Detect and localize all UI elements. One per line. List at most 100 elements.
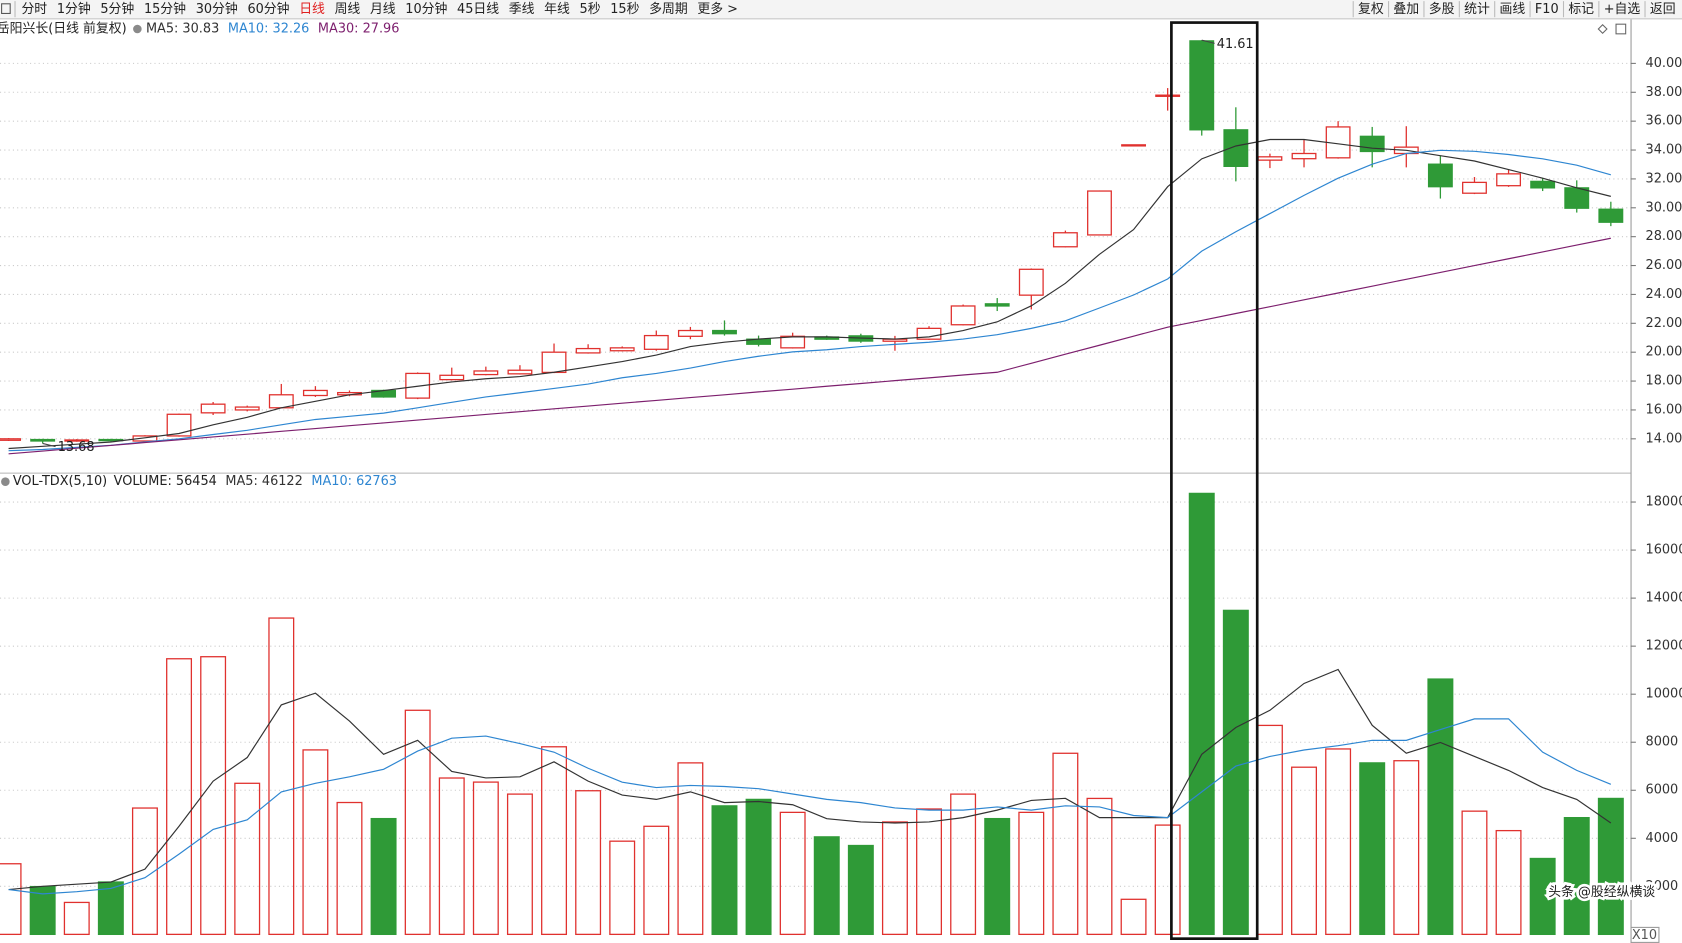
panel-menu-icon[interactable] — [1, 477, 10, 486]
ma-line — [8, 237, 1611, 455]
volume-bar — [609, 840, 636, 936]
period-tab[interactable]: 周线 — [335, 2, 361, 17]
volume-bar — [438, 777, 465, 936]
period-tab[interactable]: 日线 — [299, 2, 325, 17]
candle-body — [1427, 163, 1453, 188]
window-icon[interactable] — [1, 3, 11, 14]
y-tick-label: 10000 — [1646, 687, 1682, 702]
period-tab[interactable]: 15分钟 — [144, 1, 186, 17]
candle-body — [916, 327, 942, 340]
volume-bar — [1563, 816, 1590, 936]
volume-bar — [472, 781, 499, 936]
volume-bar — [166, 658, 193, 936]
volume-bar — [1427, 678, 1454, 936]
candle-body — [507, 369, 533, 375]
volume-bar — [1154, 824, 1181, 936]
ma-line — [8, 138, 1611, 450]
tool-button[interactable]: F10 — [1535, 2, 1559, 17]
candle-body — [1087, 190, 1112, 236]
volume-bar — [1461, 810, 1488, 936]
panel-toggle-icon[interactable] — [1615, 23, 1627, 35]
period-tab[interactable]: 60分钟 — [247, 1, 289, 17]
y-tick-label: 24.00 — [1646, 287, 1682, 302]
legend-entry: MA5: 30.83 — [146, 22, 219, 37]
candle-body — [1291, 152, 1317, 160]
tool-button[interactable]: 标记 — [1568, 2, 1594, 17]
period-tab[interactable]: 季线 — [509, 2, 535, 17]
candle-body — [1530, 180, 1556, 189]
legend-entry: MA5: 46122 — [225, 474, 302, 489]
legend-entry: MA10: 62763 — [311, 474, 397, 489]
volume-bar — [370, 817, 397, 936]
period-tab[interactable]: 多周期 — [649, 2, 688, 17]
volume-bar — [234, 782, 261, 936]
candle-body — [1155, 94, 1181, 97]
candle-body — [200, 403, 226, 414]
volume-bar — [404, 709, 431, 936]
volume-bar — [97, 881, 124, 936]
candle-body — [132, 435, 158, 442]
period-tab[interactable]: 5分钟 — [100, 1, 134, 17]
panel-menu-icon[interactable] — [133, 24, 142, 34]
annotation-label: 13.68 — [58, 440, 95, 455]
period-tab[interactable]: 1分钟 — [57, 1, 91, 17]
candle-body — [575, 347, 601, 354]
period-tab[interactable]: 15秒 — [610, 2, 639, 17]
volume-bar — [1086, 797, 1113, 936]
volume-bar — [984, 817, 1011, 936]
y-tick-label: 2000 — [1646, 879, 1679, 894]
candle-body — [1598, 208, 1624, 223]
period-tab[interactable]: 分时 — [21, 2, 47, 17]
period-tab[interactable]: 5秒 — [580, 2, 601, 17]
panel-title: 岳阳兴长(日线 前复权) — [0, 21, 127, 37]
volume-bar — [1359, 762, 1386, 936]
y-tick-label: 34.00 — [1646, 143, 1682, 158]
volume-bar — [1018, 811, 1045, 936]
legend-entry: MA30: 27.96 — [318, 22, 400, 37]
draw-tool-icon[interactable] — [1597, 23, 1608, 35]
y-tick-label: 22.00 — [1646, 316, 1682, 331]
volume-bar — [745, 798, 772, 936]
volume-bar — [29, 885, 56, 936]
y-tick-label: 38.00 — [1646, 85, 1682, 100]
candle-body — [541, 351, 567, 374]
volume-bar — [506, 793, 533, 936]
y-tick-label: 30.00 — [1646, 200, 1682, 215]
annotation-pointer — [42, 442, 56, 448]
tool-button[interactable]: 复权 — [1358, 1, 1384, 17]
highlight-box — [1170, 21, 1259, 941]
volume-bar — [847, 844, 874, 936]
tool-button[interactable]: 叠加 — [1393, 2, 1419, 17]
tool-button[interactable]: 画线 — [1500, 2, 1526, 17]
axis-note-box — [1630, 926, 1660, 943]
period-tab[interactable]: 月线 — [370, 2, 396, 17]
candle-body — [780, 335, 806, 349]
period-tab[interactable]: 45日线 — [457, 2, 499, 17]
y-tick-label: 18000 — [1646, 495, 1682, 510]
candle-body — [1257, 156, 1283, 161]
period-tab[interactable]: 更多 > — [697, 2, 738, 17]
period-tab[interactable]: 30分钟 — [196, 1, 238, 17]
y-tick-label: 14.00 — [1646, 431, 1682, 446]
tool-button[interactable]: 返回 — [1650, 2, 1676, 17]
volume-bar — [950, 793, 977, 936]
tool-button[interactable]: 多股 — [1429, 2, 1455, 17]
tool-button[interactable]: +自选 — [1604, 2, 1641, 17]
candle-body — [302, 389, 328, 397]
volume-bar — [1529, 857, 1556, 936]
period-tab[interactable]: 10分钟 — [405, 1, 447, 17]
candle-body — [1564, 187, 1590, 209]
candle-body — [0, 438, 22, 441]
period-tab[interactable]: 年线 — [544, 2, 570, 17]
y-tick-label: 18.00 — [1646, 374, 1682, 389]
tool-button[interactable]: 统计 — [1464, 2, 1490, 17]
y-tick-label: 12000 — [1646, 639, 1682, 654]
candle-body — [234, 406, 260, 411]
y-tick-label: 26.00 — [1646, 258, 1682, 273]
candle-body — [1496, 173, 1522, 187]
volume-bar — [643, 825, 670, 936]
volume-bar — [1120, 898, 1147, 936]
volume-bar — [1291, 766, 1318, 936]
